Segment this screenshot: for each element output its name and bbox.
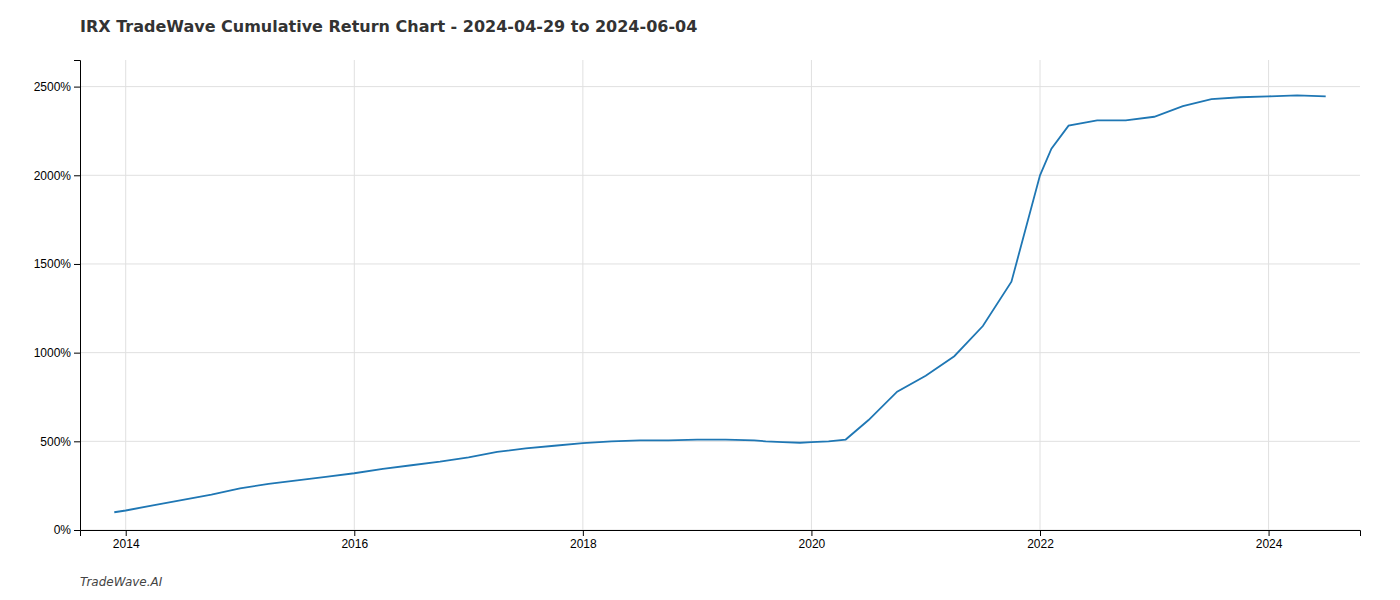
y-tick-label: 2500%	[34, 80, 72, 94]
x-tick-label: 2024	[1256, 537, 1283, 551]
x-tick: 2024	[1256, 530, 1283, 551]
y-tick: 1000%	[34, 346, 80, 360]
grid-line	[80, 441, 1360, 442]
y-tick: 500%	[40, 435, 80, 449]
y-tick-label: 500%	[40, 435, 71, 449]
x-tick-mark	[126, 530, 127, 536]
series-group	[114, 95, 1325, 512]
y-tick: 2500%	[34, 80, 80, 94]
x-tick-label: 2022	[1027, 537, 1054, 551]
x-tick: 2022	[1027, 530, 1054, 551]
x-axis-line	[81, 531, 1361, 537]
x-axis: 2014 2016 2018 2020 2022 2024	[81, 530, 1361, 551]
y-tick-label: 1500%	[34, 257, 72, 271]
y-tick: 0%	[54, 523, 80, 537]
x-tick-mark	[1269, 530, 1270, 536]
x-tick-label: 2018	[570, 537, 597, 551]
grid-line	[80, 263, 1360, 264]
x-tick-label: 2016	[341, 537, 368, 551]
grid-line	[80, 86, 1360, 87]
y-tick-label: 1000%	[34, 346, 72, 360]
y-axis-line	[74, 61, 81, 531]
grid-line	[811, 60, 812, 530]
x-tick-mark	[811, 530, 812, 536]
grid-line	[80, 175, 1360, 176]
y-tick-label: 2000%	[34, 169, 72, 183]
y-tick-mark	[74, 87, 80, 88]
chart: 2014 2016 2018 2020 2022 2024 0% 500% 1000% 1500%…	[0, 0, 1400, 600]
annotation: TradeWave.AI	[80, 575, 163, 589]
grid-line	[1040, 60, 1041, 530]
y-axis: 0% 500% 1000% 1500% 2000% 2500%	[34, 61, 81, 538]
y-tick-mark	[74, 264, 80, 265]
x-tick-label: 2014	[113, 537, 140, 551]
grid-line	[354, 60, 355, 530]
x-tick: 2016	[341, 530, 368, 551]
y-tick: 2000%	[34, 169, 80, 183]
grid-line	[125, 60, 126, 530]
x-tick: 2020	[799, 530, 826, 551]
x-tick-mark	[1040, 530, 1041, 536]
x-tick-label: 2020	[799, 537, 826, 551]
y-tick-mark	[74, 441, 80, 442]
line	[114, 95, 1325, 512]
x-tick: 2014	[113, 530, 140, 551]
plot-area: 2014 2016 2018 2020 2022 2024 0% 500% 1000% 1500%…	[34, 60, 1361, 551]
grid-line	[1268, 60, 1269, 530]
y-tick: 1500%	[34, 257, 80, 271]
grid-line	[582, 60, 583, 530]
y-tick-mark	[74, 175, 80, 176]
x-tick: 2018	[570, 530, 597, 551]
x-tick-mark	[583, 530, 584, 536]
y-tick-mark	[74, 353, 80, 354]
grid-line	[80, 352, 1360, 353]
x-tick-mark	[354, 530, 355, 536]
grid	[80, 60, 1360, 530]
y-tick-label: 0%	[54, 523, 72, 537]
y-tick-mark	[74, 530, 80, 531]
title: IRX TradeWave Cumulative Return Chart - …	[80, 17, 697, 36]
